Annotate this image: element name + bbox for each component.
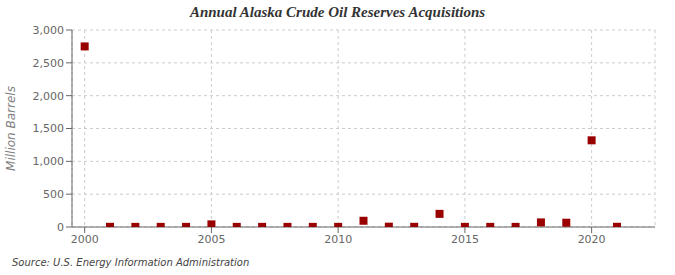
svg-text:500: 500 (43, 188, 64, 201)
html-text:Annual Alaska Crude Oil Reserv: Annual Alaska Crude Oil Reserves Acquisi… (189, 4, 486, 20)
svg-text:2,000: 2,000 (33, 90, 65, 103)
svg-text:2000: 2000 (71, 233, 99, 246)
svg-text:2020: 2020 (578, 233, 606, 246)
svg-text:3,000: 3,000 (33, 24, 65, 37)
svg-text:2015: 2015 (451, 233, 479, 246)
svg-text:2010: 2010 (324, 233, 352, 246)
svg-text:2005: 2005 (197, 233, 225, 246)
svg-text:Million Barrels: Million Barrels (8, 86, 18, 171)
svg-text:1,500: 1,500 (33, 122, 65, 135)
html-text:Source: U.S. Energy Informatio: Source: U.S. Energy Information Administ… (12, 257, 250, 268)
svg-text:2,500: 2,500 (33, 57, 65, 70)
svg-text:0: 0 (57, 221, 64, 234)
svg-text:1,000: 1,000 (33, 155, 65, 168)
